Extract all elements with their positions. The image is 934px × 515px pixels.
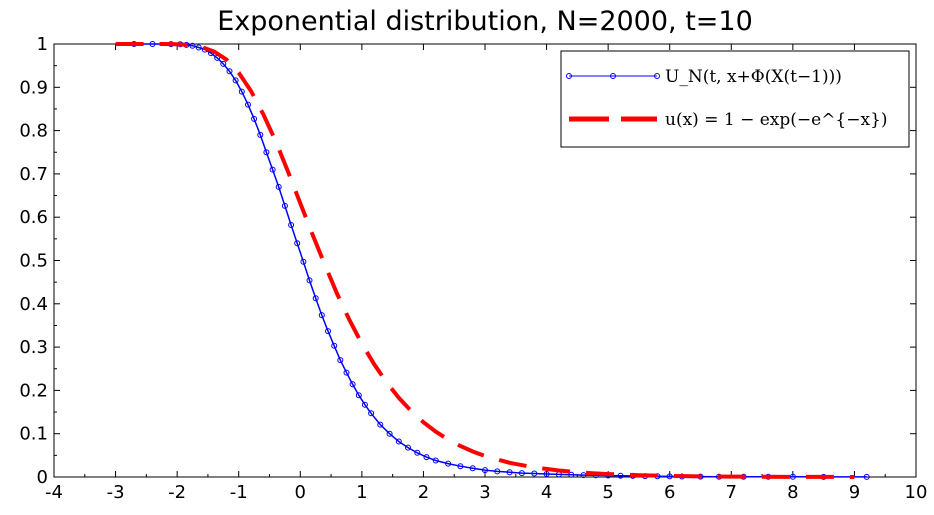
x-tick-label: -1 bbox=[230, 482, 248, 503]
y-tick-label: 0 bbox=[37, 467, 48, 488]
series-point-empirical bbox=[294, 240, 301, 247]
series-point-empirical bbox=[195, 44, 202, 51]
axis-ticks: -4 -3 -2 -1 0 1 2 3 4 5 6 7 8 9 10 0 0.1 0.2 0.3 0.4 0.5 0.6 0… bbox=[19, 34, 927, 503]
x-tick-label: 2 bbox=[418, 482, 429, 503]
series-point-empirical bbox=[275, 183, 282, 190]
series-line-theoretical bbox=[115, 42, 855, 479]
x-tick-label: -3 bbox=[107, 482, 125, 503]
series-point-empirical bbox=[288, 222, 295, 228]
series-point-empirical bbox=[506, 469, 513, 476]
series-point-empirical bbox=[580, 472, 587, 479]
x-tick-label: 8 bbox=[787, 482, 798, 503]
series-point-empirical bbox=[149, 41, 156, 47]
y-tick-label: 0.2 bbox=[19, 380, 48, 401]
x-tick-label: 0 bbox=[295, 482, 306, 503]
series-point-empirical bbox=[423, 454, 430, 461]
x-tick-label: 10 bbox=[905, 482, 928, 503]
y-tick-label: 0.6 bbox=[19, 207, 48, 228]
legend-box bbox=[560, 50, 910, 148]
series-point-empirical bbox=[518, 470, 525, 477]
series-point-empirical bbox=[337, 357, 344, 364]
legend: U_N(t, x+Φ(X(t−1))) u(x) = 1 − exp(−e^{−… bbox=[560, 50, 910, 148]
series-point-empirical bbox=[617, 472, 624, 479]
x-tick-label: 7 bbox=[726, 482, 737, 503]
series-point-empirical bbox=[377, 421, 384, 428]
y-tick-label: 0.3 bbox=[19, 337, 48, 358]
series-point-empirical bbox=[666, 473, 673, 480]
y-tick-label: 0.4 bbox=[19, 294, 48, 315]
x-tick-label: -2 bbox=[168, 482, 186, 503]
x-tick-label: 3 bbox=[479, 482, 490, 503]
series-point-empirical bbox=[368, 410, 375, 417]
series-point-empirical bbox=[386, 430, 393, 437]
series-point-empirical bbox=[318, 312, 325, 319]
legend-marker-0c bbox=[654, 73, 660, 79]
series-point-empirical bbox=[257, 131, 264, 138]
series-point-empirical bbox=[306, 277, 313, 284]
series-point-empirical bbox=[232, 77, 239, 84]
series-point-empirical bbox=[189, 42, 196, 49]
y-tick-label: 0.9 bbox=[19, 77, 48, 98]
y-tick-label: 0.1 bbox=[19, 424, 48, 445]
series-line-empirical bbox=[134, 43, 867, 478]
series-point-empirical bbox=[414, 449, 421, 456]
x-tick-label: 4 bbox=[541, 482, 552, 503]
x-tick-label: 9 bbox=[849, 482, 860, 503]
y-tick-label: 0.7 bbox=[19, 164, 48, 185]
series-point-empirical bbox=[226, 68, 233, 75]
legend-label-1: u(x) = 1 − exp(−e^{−x}) bbox=[665, 110, 888, 130]
series-point-empirical bbox=[457, 463, 464, 470]
series-point-empirical bbox=[445, 460, 452, 467]
series-point-empirical bbox=[395, 438, 402, 445]
y-tick-label: 1 bbox=[37, 34, 48, 55]
legend-label-0: U_N(t, x+Φ(X(t−1))) bbox=[665, 67, 842, 87]
x-tick-label: -4 bbox=[45, 482, 63, 503]
series-point-empirical bbox=[349, 381, 356, 388]
series-point-empirical bbox=[300, 258, 307, 265]
series-point-empirical bbox=[789, 473, 796, 480]
y-tick-label: 0.5 bbox=[19, 251, 48, 272]
series-point-empirical bbox=[269, 166, 276, 173]
series-point-empirical bbox=[325, 328, 331, 335]
series-point-empirical bbox=[355, 392, 362, 399]
series-point-empirical bbox=[281, 202, 288, 209]
series-point-empirical bbox=[432, 457, 439, 464]
x-tick-label: 1 bbox=[356, 482, 367, 503]
series-point-empirical bbox=[251, 115, 258, 122]
series-point-empirical bbox=[531, 470, 538, 477]
series-point-empirical bbox=[343, 369, 350, 376]
series-point-empirical bbox=[863, 473, 870, 480]
legend-marker-0a bbox=[566, 73, 572, 79]
series-layer bbox=[115, 41, 870, 480]
x-tick-label: 6 bbox=[664, 482, 675, 503]
chart-title: Exponential distribution, N=2000, t=10 bbox=[217, 6, 753, 37]
series-point-empirical bbox=[312, 295, 319, 302]
y-tick-label: 0.8 bbox=[19, 121, 48, 142]
series-point-empirical bbox=[361, 401, 368, 408]
x-tick-label: 5 bbox=[602, 482, 613, 503]
legend-marker-0b bbox=[610, 73, 616, 79]
series-point-empirical bbox=[331, 342, 338, 349]
series-point-empirical bbox=[543, 471, 550, 477]
series-point-empirical bbox=[220, 60, 227, 67]
series-point-empirical bbox=[469, 465, 476, 472]
series-point-empirical bbox=[494, 468, 501, 475]
series-point-empirical bbox=[245, 101, 251, 108]
series-point-empirical bbox=[238, 88, 245, 95]
series-point-empirical bbox=[405, 444, 411, 451]
series-point-empirical bbox=[568, 471, 575, 478]
series-point-empirical bbox=[263, 149, 270, 156]
series-point-empirical bbox=[482, 467, 488, 474]
